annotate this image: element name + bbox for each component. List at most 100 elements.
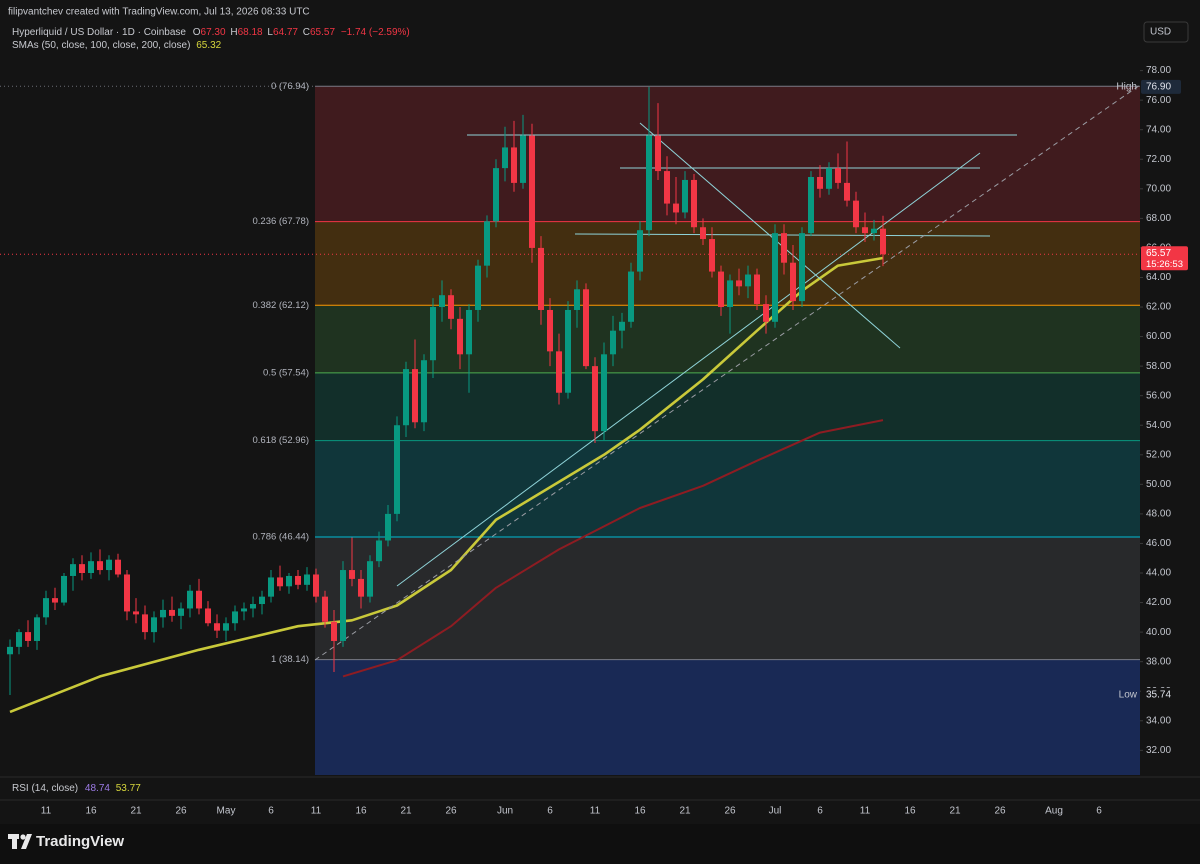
candle-body [187, 590, 193, 609]
candle-body [70, 564, 76, 576]
rsi-title: RSI (14, close) [12, 783, 78, 794]
trend-line [314, 84, 1141, 661]
candle-body [214, 623, 220, 631]
candle-body [88, 561, 94, 574]
candle-body [637, 230, 643, 272]
candle-body [880, 228, 886, 255]
rsi-legend: RSI (14, close) 48.74 53.77 [12, 783, 141, 794]
marker-label: High [1116, 81, 1137, 92]
y-tick-label: 48.00 [1146, 509, 1171, 520]
x-tick-label: Aug [1045, 806, 1063, 817]
ohlc-value: 67.30 [201, 27, 226, 38]
candle-body [727, 280, 733, 308]
candle-body [79, 564, 85, 574]
sma-value: 65.32 [196, 40, 221, 51]
candle-body [466, 309, 472, 355]
axis: 32.0034.0036.0038.0040.0042.0044.0046.00… [1116, 65, 1188, 756]
candle-body [115, 559, 121, 575]
candle-body [97, 561, 103, 571]
y-tick-label: 44.00 [1146, 568, 1171, 579]
candle-body [313, 574, 319, 597]
candle-body [385, 513, 391, 541]
y-tick-label: 74.00 [1146, 124, 1171, 135]
fib-level-label: 0.5 (57.54) [263, 367, 309, 378]
y-tick-label: 38.00 [1146, 656, 1171, 667]
candle-body [196, 590, 202, 609]
y-tick-label: 42.00 [1146, 597, 1171, 608]
y-tick-label: 64.00 [1146, 272, 1171, 283]
candle-body [16, 632, 22, 647]
currency: USD [1150, 27, 1171, 38]
fib-zone [315, 86, 1140, 222]
candle-body [475, 265, 481, 310]
candle-body [871, 228, 877, 234]
fib-level-label: 0 (76.94) [271, 81, 309, 92]
x-tick-label: 11 [41, 806, 52, 817]
marker-label: Low [1119, 690, 1138, 701]
candle-body [529, 135, 535, 248]
candle-body [430, 307, 436, 361]
x-tick-label: 16 [355, 806, 367, 817]
candle-body [574, 289, 580, 310]
sma-line [9, 256, 884, 714]
footer [0, 824, 1200, 864]
x-tick-label: 16 [904, 806, 916, 817]
ohlc-value: 65.57 [310, 27, 335, 38]
candle-body [268, 577, 274, 597]
candle-body [448, 295, 454, 319]
candle-body [367, 561, 373, 597]
price-axis [1140, 0, 1200, 800]
ohlc-label: C [303, 27, 310, 38]
rsi-value: 53.77 [116, 783, 141, 794]
candle-body [358, 578, 364, 597]
legend-main: Hyperliquid / US Dollar · 1D · Coinbase … [12, 27, 410, 38]
candle-body [853, 200, 859, 228]
candle-body [142, 614, 148, 633]
candle-body [178, 608, 184, 616]
candle-body [691, 179, 697, 228]
y-tick-label: 58.00 [1146, 361, 1171, 372]
candle-body [286, 575, 292, 587]
brand-logo [8, 834, 32, 849]
y-tick-label: 60.00 [1146, 331, 1171, 342]
candle-body [835, 168, 841, 183]
candle-body [484, 221, 490, 266]
time-axis: 11 16 21 26 May 6 11 16 21 26 Jun 6 11 16 21 26 Jul 6 11 16… [41, 806, 1102, 817]
plot-area: 0 (76.94) 0.236 (67.78) 0.382 (62.12) 0.5 (… [0, 81, 1140, 775]
fib-level-label: 0.236 (67.78) [252, 216, 309, 227]
candle-body [826, 168, 832, 189]
ohlc-label: H [230, 27, 237, 38]
y-tick-label: 40.00 [1146, 627, 1171, 638]
candle-body [565, 309, 571, 393]
logo-part [12, 834, 17, 849]
candle-body [790, 262, 796, 302]
legend-sma: SMAs (50, close, 100, close, 200, close)… [12, 40, 222, 51]
x-tick-label: 6 [268, 806, 274, 817]
candle-body [844, 182, 850, 201]
candle-body [646, 135, 652, 231]
sma-title: SMAs (50, close, 100, close, 200, close) [12, 40, 190, 51]
y-tick-label: 62.00 [1146, 302, 1171, 313]
candle-body [250, 604, 256, 609]
y-tick-label: 70.00 [1146, 183, 1171, 194]
candle-body [340, 570, 346, 641]
y-tick-label: 72.00 [1146, 154, 1171, 165]
fib-level-label: 1 (38.14) [271, 654, 309, 665]
ohlc-label: O [193, 27, 201, 38]
x-tick-label: 26 [445, 806, 457, 817]
candle-body [331, 621, 337, 641]
candle-body [736, 280, 742, 287]
credit: filipvantchev created with TradingView.c… [8, 7, 310, 18]
candle-body [718, 271, 724, 308]
last-price-value: 65.57 [1146, 248, 1171, 259]
last-price-badge [1141, 246, 1188, 271]
candle-body [628, 271, 634, 322]
candle-body [538, 247, 544, 310]
candle-body [223, 623, 229, 631]
y-tick-label: 56.00 [1146, 390, 1171, 401]
symbol-title: Hyperliquid / US Dollar · 1D · Coinbase [12, 27, 186, 38]
x-tick-label: 21 [130, 806, 142, 817]
candle-body [772, 233, 778, 322]
y-tick-label: 32.00 [1146, 745, 1171, 756]
